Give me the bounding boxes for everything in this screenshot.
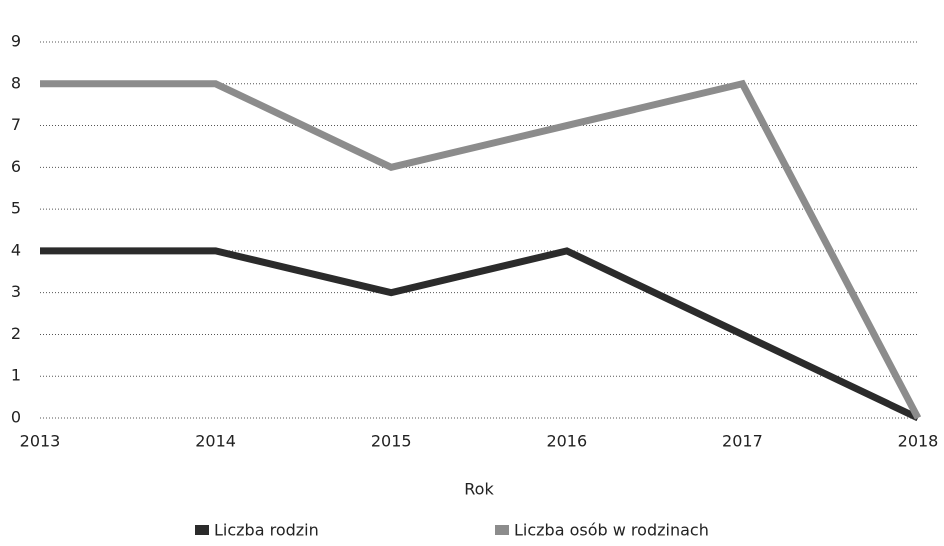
y-tick-label: 9 bbox=[11, 32, 21, 51]
x-axis-label: Rok bbox=[464, 480, 494, 499]
y-tick-label: 6 bbox=[11, 157, 21, 176]
y-tick-label: 5 bbox=[11, 199, 21, 218]
legend-swatch bbox=[195, 525, 209, 535]
series-line bbox=[40, 79, 922, 420]
x-tick-label: 2018 bbox=[898, 432, 939, 451]
x-tick-label: 2015 bbox=[371, 432, 412, 451]
y-tick-label: 4 bbox=[11, 240, 21, 259]
y-tick-label: 7 bbox=[11, 115, 21, 134]
legend-label: Liczba rodzin bbox=[214, 521, 319, 540]
y-tick-label: 0 bbox=[11, 408, 21, 427]
y-tick-label: 3 bbox=[11, 282, 21, 301]
y-tick-label: 1 bbox=[11, 366, 21, 385]
x-tick-label: 2013 bbox=[20, 432, 61, 451]
x-tick-label: 2014 bbox=[195, 432, 236, 451]
y-tick-label: 8 bbox=[11, 73, 21, 92]
legend-swatch bbox=[495, 525, 509, 535]
series-line bbox=[40, 247, 920, 422]
x-tick-label: 2016 bbox=[546, 432, 587, 451]
legend-label: Liczba osób w rodzinach bbox=[514, 521, 709, 540]
x-tick-label: 2017 bbox=[722, 432, 763, 451]
y-tick-label: 2 bbox=[11, 324, 21, 343]
